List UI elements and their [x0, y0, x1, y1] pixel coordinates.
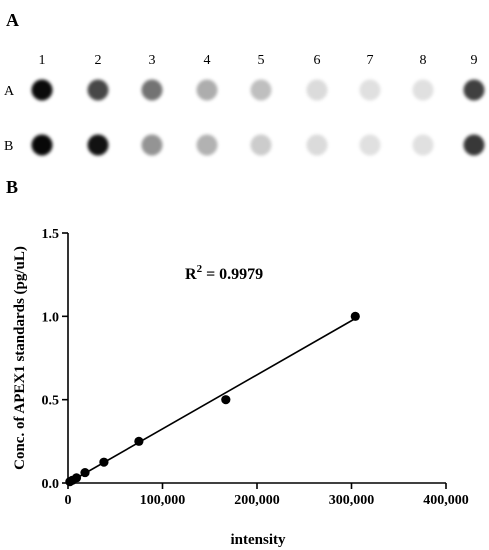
blot-spot [87, 134, 109, 156]
x-axis-ticks: 0 100,000 200,000 300,000 400,000 [65, 483, 469, 508]
r-squared-annotation: R2 = 0.9979 [185, 263, 263, 283]
blot-spot [250, 79, 272, 101]
lane-label: 3 [149, 53, 156, 68]
row-label: B [4, 139, 13, 154]
data-point [71, 473, 82, 483]
calibration-chart: B 0.0 0.5 1.0 1.5 0 100,000 200,000 300,000 400… [6, 177, 469, 548]
data-point [350, 311, 360, 321]
blot-spot [31, 134, 53, 156]
data-point [99, 457, 109, 467]
row-labels: AB [4, 84, 15, 154]
dot-spots [31, 79, 485, 156]
r-label: R [185, 266, 197, 283]
lane-label: 9 [471, 53, 478, 68]
y-axis-ticks: 0.0 0.5 1.0 1.5 [42, 227, 68, 492]
lane-label: 7 [367, 53, 374, 68]
blot-spot [412, 79, 434, 101]
row-label: A [4, 84, 15, 99]
blot-spot [359, 134, 381, 156]
x-tick-label: 100,000 [140, 493, 186, 508]
blot-spot [196, 134, 218, 156]
data-point [80, 467, 90, 478]
panel-b-letter: B [6, 177, 18, 197]
y-tick-label: 0.0 [42, 477, 60, 492]
lane-label: 8 [420, 53, 427, 68]
blot-spot [196, 79, 218, 101]
blot-spot [31, 79, 53, 101]
lane-label: 2 [95, 53, 102, 68]
y-tick-label: 1.5 [42, 227, 60, 242]
x-axis-title: intensity [230, 532, 286, 548]
x-tick-label: 300,000 [329, 493, 375, 508]
x-tick-label: 200,000 [234, 493, 280, 508]
lane-label: 6 [314, 53, 321, 68]
data-point [134, 436, 144, 446]
x-tick-label: 0 [65, 493, 72, 508]
y-tick-label: 1.0 [42, 310, 60, 325]
blot-spot [141, 79, 163, 101]
lane-labels: 1 2 3 4 5 6 7 8 9 [39, 53, 478, 68]
blot-spot [306, 134, 328, 156]
blot-spot [306, 79, 328, 101]
r-value: = 0.9979 [202, 266, 263, 283]
r-exponent: 2 [197, 263, 203, 275]
regression-line [67, 317, 357, 484]
blot-spot [87, 79, 109, 101]
x-tick-label: 400,000 [423, 493, 469, 508]
blot-spot [412, 134, 434, 156]
data-point [221, 395, 231, 405]
blot-spot [463, 134, 485, 156]
blot-spot [141, 134, 163, 156]
panel-a-letter: A [6, 10, 19, 30]
lane-label: 1 [39, 53, 46, 68]
data-points [65, 311, 360, 487]
y-tick-label: 0.5 [42, 394, 60, 409]
y-axis-title: Conc. of APEX1 standards (pg/uL) [12, 246, 28, 470]
blot-spot [359, 79, 381, 101]
blot-spot [250, 134, 272, 156]
lane-label: 4 [204, 53, 211, 68]
lane-label: 5 [258, 53, 265, 68]
blot-spot [463, 79, 485, 101]
